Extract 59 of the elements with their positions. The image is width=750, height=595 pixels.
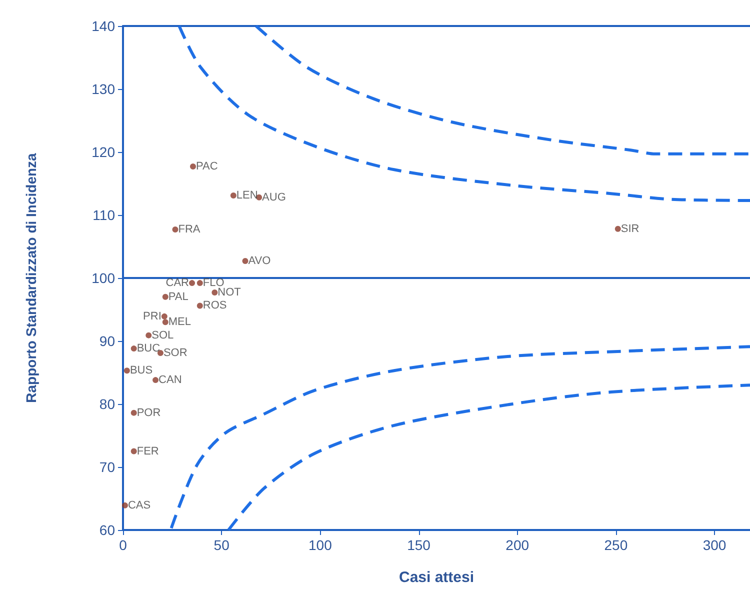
annotation: BUC: [136, 342, 160, 355]
line-series: [178, 24, 750, 202]
annotation: AUG: [262, 191, 286, 204]
point: [242, 258, 248, 264]
y-tick-label: 100: [92, 270, 116, 286]
annotation: SOR: [163, 346, 188, 359]
line-series: [254, 24, 750, 156]
annotation: FRA: [178, 223, 201, 236]
point: [172, 226, 178, 232]
x-axis-title: Casi attesi: [398, 569, 474, 586]
annotation: LEN: [236, 189, 258, 202]
annotation: POR: [136, 406, 161, 419]
y-tick-label: 130: [92, 81, 116, 97]
point: [196, 302, 203, 309]
y-tick-label: 70: [99, 459, 116, 475]
point: [124, 368, 130, 374]
y-tick-label: 90: [99, 333, 116, 349]
annotation: FER: [136, 445, 159, 458]
x-tick-label: 50: [214, 537, 230, 553]
y-axis-title: Rapporto Standardizzato di Incidenza: [23, 152, 39, 403]
point: [614, 226, 621, 232]
x-tick-label: 250: [604, 537, 628, 553]
x-tick-label: 150: [407, 537, 431, 553]
annotation: SOL: [152, 329, 174, 342]
annotation: SIR: [620, 222, 640, 235]
point: [162, 294, 168, 300]
point: [190, 163, 196, 170]
y-tick-label: 60: [99, 522, 116, 538]
annotation: BUS: [130, 364, 153, 377]
point: [196, 280, 203, 286]
x-tick-label: 0: [119, 537, 128, 553]
annotation: PRI: [143, 310, 162, 322]
y-tick-label: 80: [99, 396, 116, 412]
x-tick-label: 100: [308, 537, 332, 553]
point: [122, 502, 128, 508]
x-tick-label: 300: [702, 537, 726, 553]
point: [152, 377, 159, 384]
point: [189, 280, 196, 286]
annotation: PAC: [196, 160, 218, 172]
annotation: CAN: [158, 374, 182, 386]
point: [130, 448, 137, 454]
annotation: AVO: [248, 254, 272, 267]
point: [130, 346, 137, 352]
line-series: [226, 384, 750, 532]
point: [161, 313, 168, 320]
annotation: MEL: [168, 316, 192, 328]
annotation: PAL: [168, 290, 188, 303]
x-tick-label: 200: [506, 537, 530, 553]
point: [130, 410, 137, 416]
annotation: CAS: [128, 499, 151, 512]
point: [146, 332, 152, 338]
annotation: ROS: [202, 300, 227, 312]
point: [212, 289, 218, 296]
y-tick-label: 120: [92, 144, 116, 160]
y-tick-label: 140: [92, 18, 116, 34]
point: [230, 192, 236, 198]
point: [162, 319, 168, 326]
annotation: CAR: [166, 277, 190, 290]
y-tick-label: 110: [92, 207, 116, 223]
